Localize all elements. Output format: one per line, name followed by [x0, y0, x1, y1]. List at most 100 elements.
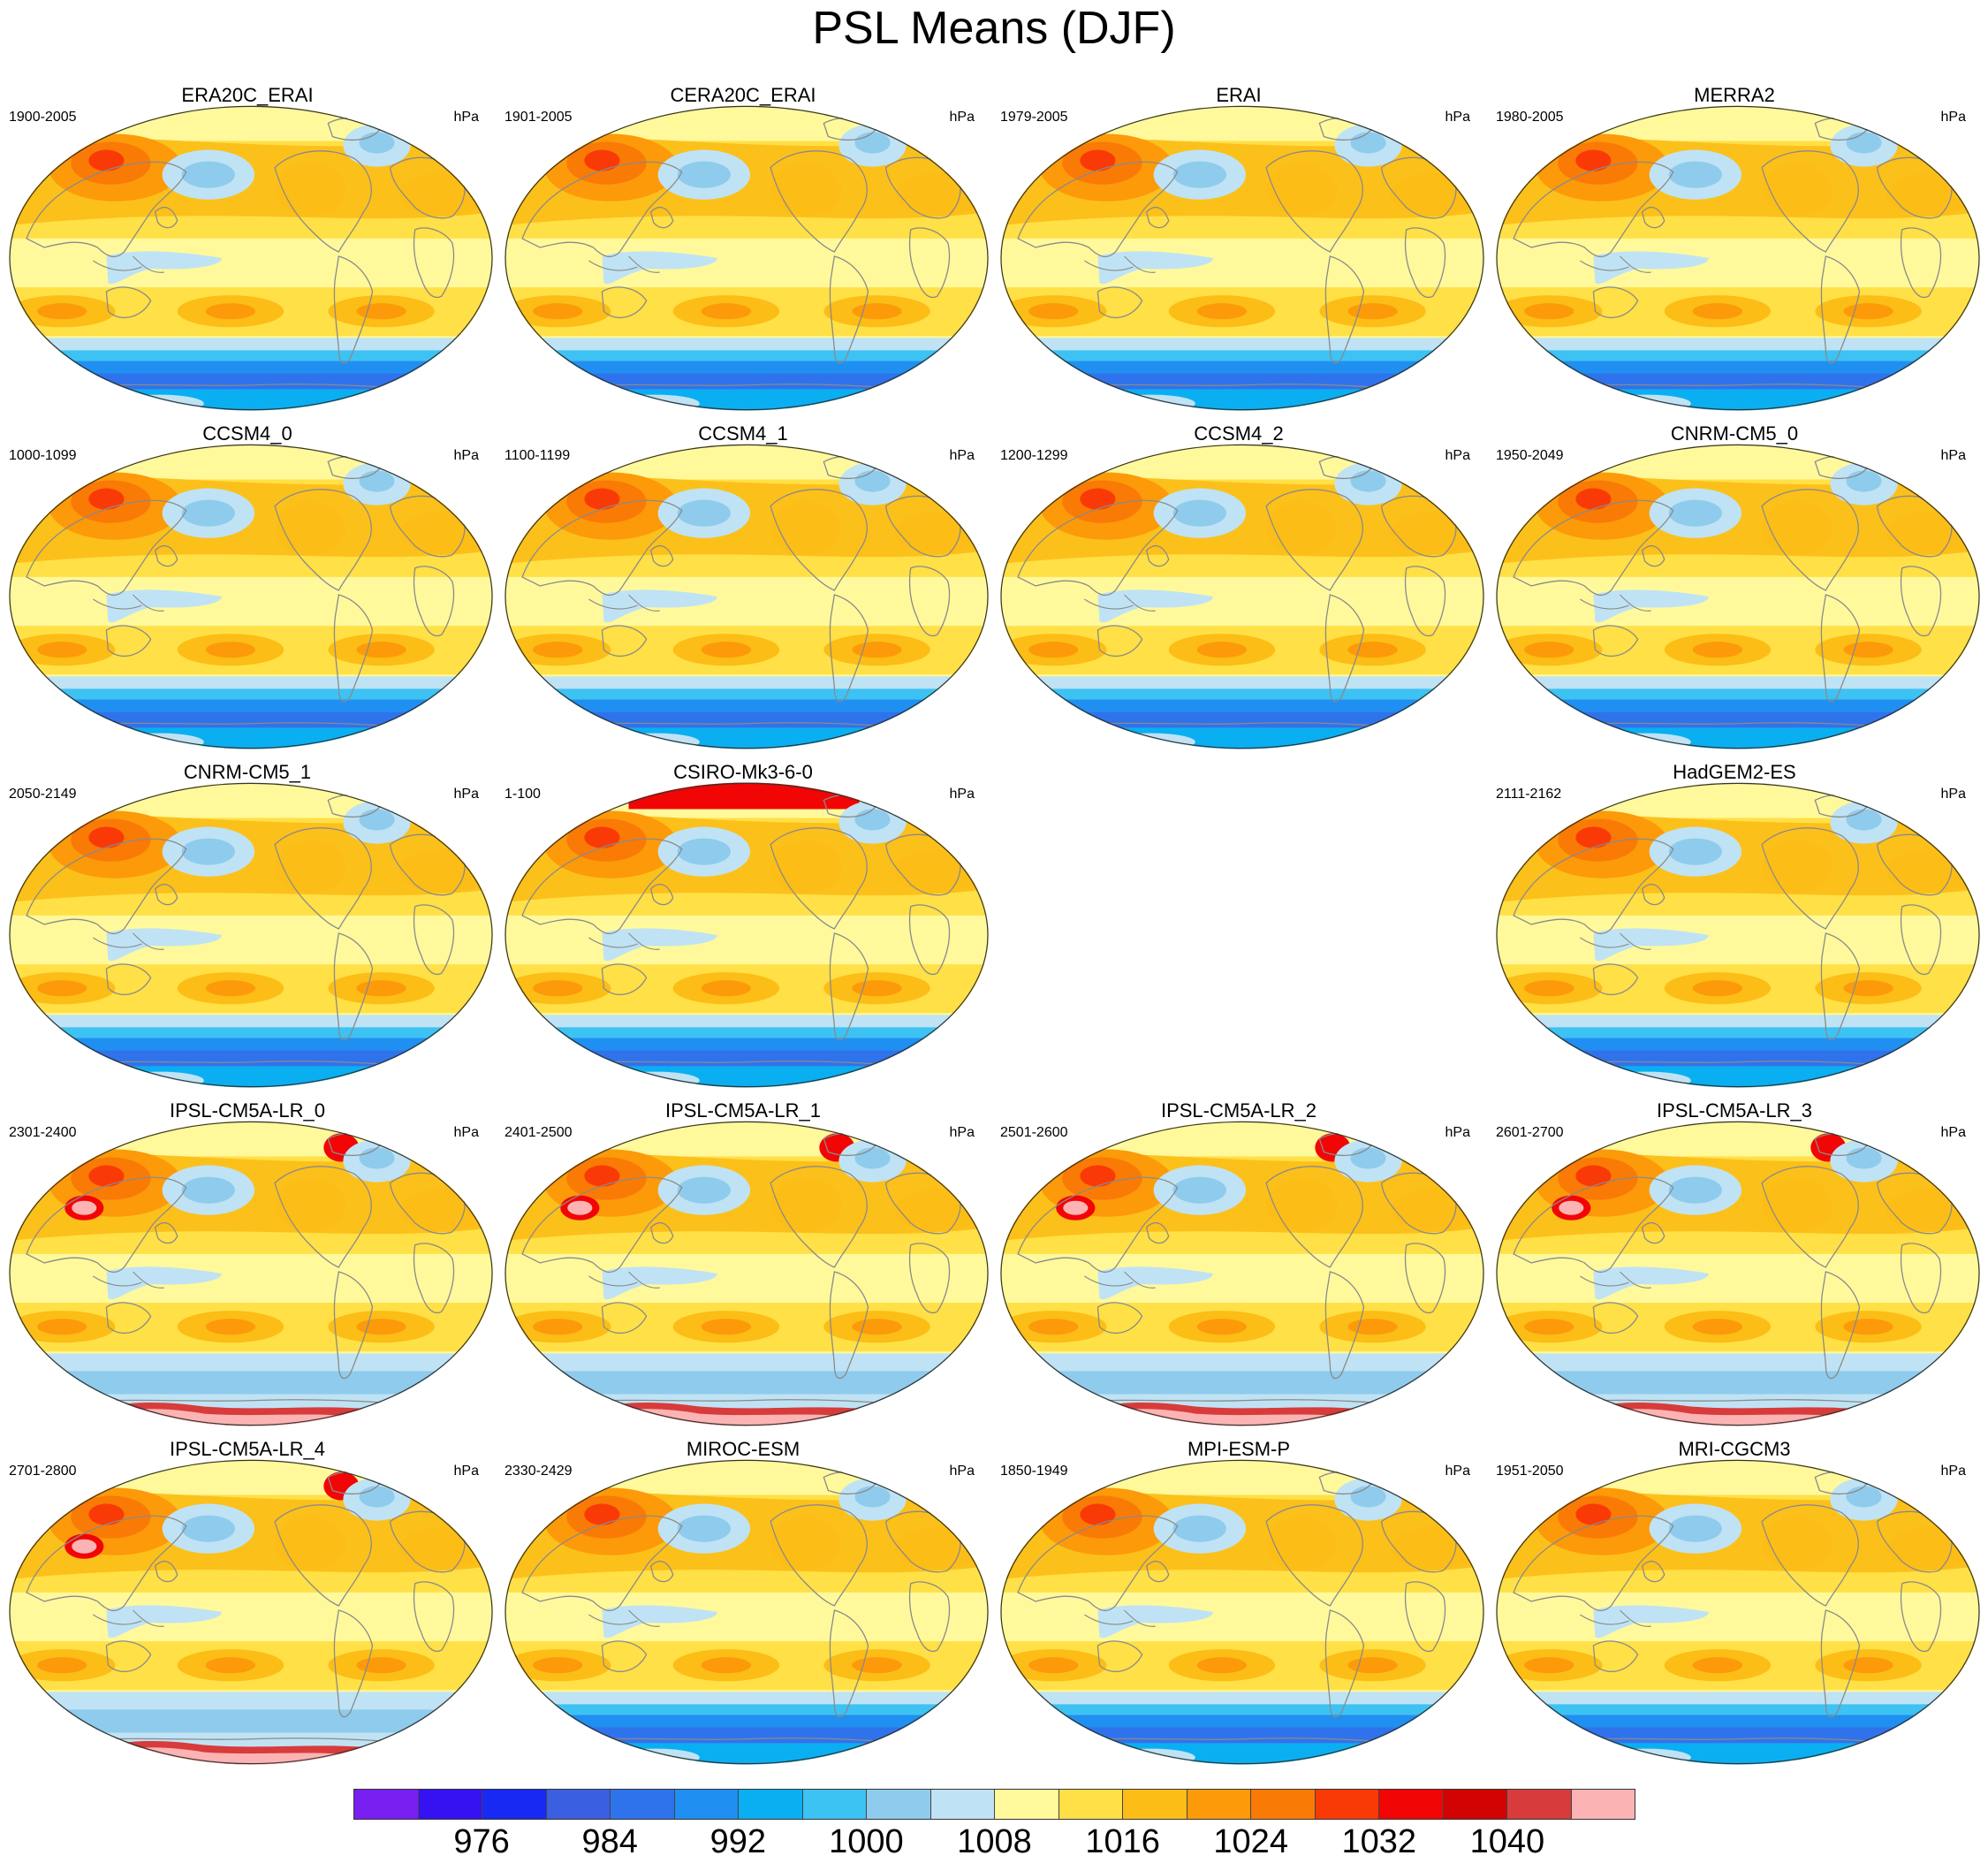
map-globe [1496, 105, 1980, 415]
panel-title: CCSM4_0 [202, 422, 292, 445]
map-panel-grid: ERA20C_ERAI 1900-2005 hPa CERA20C_ERAI 1901-… [0, 84, 1982, 1765]
panel-years: 1901-2005 [505, 110, 573, 125]
colorbar-tick-label: 1008 [957, 1823, 1032, 1860]
panel-title: CERA20C_ERAI [670, 84, 816, 106]
psl-map [9, 1459, 493, 1765]
panel-years: 2301-2400 [9, 1125, 77, 1140]
panel-years: 2111-2162 [1496, 787, 1562, 802]
map-panel: IPSL-CM5A-LR_4 2701-2800 hPa [0, 1438, 495, 1774]
map-panel: CNRM-CM5_1 2050-2149 hPa [0, 761, 495, 1097]
map-panel: CSIRO-Mk3-6-0 1-100 hPa [496, 761, 990, 1097]
map-globe [505, 105, 989, 415]
colorbar [353, 1789, 1635, 1820]
map-panel: MERRA2 1980-2005 hPa [1487, 84, 1982, 420]
panel-title: CCSM4_2 [1194, 422, 1284, 445]
psl-map [9, 1121, 493, 1426]
psl-map [1496, 1459, 1980, 1765]
panel-title: CNRM-CM5_0 [1670, 422, 1799, 445]
psl-map [505, 1459, 989, 1765]
panel-units: hPa [1940, 1125, 1966, 1140]
colorbar-swatch [1443, 1790, 1507, 1819]
colorbar-labels: 976 984 992 1000 1008 1016 1024 1032 1040 [353, 1822, 1635, 1861]
map-globe [1496, 782, 1980, 1092]
map-globe [9, 1459, 493, 1769]
map-panel: ERAI 1979-2005 hPa [991, 84, 1486, 420]
map-globe [505, 782, 989, 1092]
panel-units: hPa [949, 110, 975, 125]
panel-units: hPa [1940, 1464, 1966, 1479]
panel-units: hPa [1445, 1125, 1470, 1140]
colorbar-swatch [802, 1790, 867, 1819]
panel-units: hPa [949, 1125, 975, 1140]
panel-years: 1980-2005 [1496, 110, 1564, 125]
panel-units: hPa [453, 1125, 479, 1140]
colorbar-swatch [546, 1790, 611, 1819]
colorbar-tick-label: 1016 [1085, 1823, 1160, 1860]
map-panel: IPSL-CM5A-LR_3 2601-2700 hPa [1487, 1099, 1982, 1435]
psl-map [9, 782, 493, 1088]
map-panel: CCSM4_1 1100-1199 hPa [496, 422, 990, 758]
colorbar-tick-label: 1032 [1341, 1823, 1417, 1860]
panel-title: CNRM-CM5_1 [183, 761, 312, 783]
panel-units: hPa [453, 787, 479, 802]
psl-map [9, 444, 493, 749]
panel-units: hPa [1445, 110, 1470, 125]
colorbar-swatch [674, 1790, 739, 1819]
panel-years: 2050-2149 [9, 787, 77, 802]
map-globe [1000, 1459, 1484, 1769]
map-globe [1000, 105, 1484, 415]
panel-title: ERA20C_ERAI [181, 84, 314, 106]
colorbar-swatch [1571, 1790, 1635, 1819]
map-globe [9, 1121, 493, 1431]
panel-years: 1979-2005 [1000, 110, 1068, 125]
panel-years: 1950-2049 [1496, 448, 1564, 463]
panel-title: MRI-CGCM3 [1678, 1438, 1791, 1460]
panel-years: 1951-2050 [1496, 1464, 1564, 1479]
panel-years: 2701-2800 [9, 1464, 77, 1479]
map-panel: MRI-CGCM3 1951-2050 hPa [1487, 1438, 1982, 1774]
colorbar-swatch [1058, 1790, 1123, 1819]
psl-map [1496, 444, 1980, 749]
map-globe [9, 782, 493, 1092]
panel-years: 1900-2005 [9, 110, 77, 125]
colorbar-swatch [1187, 1790, 1251, 1819]
map-panel: CNRM-CM5_0 1950-2049 hPa [1487, 422, 1982, 758]
colorbar-tick-label: 984 [581, 1823, 638, 1860]
map-panel: MIROC-ESM 2330-2429 hPa [496, 1438, 990, 1774]
psl-map [1496, 105, 1980, 411]
panel-title: ERAI [1216, 84, 1262, 106]
panel-units: hPa [949, 787, 975, 802]
map-globe [1496, 1121, 1980, 1431]
map-globe [1000, 1121, 1484, 1431]
map-globe [9, 105, 493, 415]
colorbar-swatch [1507, 1790, 1572, 1819]
colorbar-swatch [867, 1790, 931, 1819]
panel-title: IPSL-CM5A-LR_3 [1656, 1099, 1813, 1122]
panel-years: 2601-2700 [1496, 1125, 1564, 1140]
panel-years: 1000-1099 [9, 448, 77, 463]
map-globe [1000, 444, 1484, 754]
psl-map [9, 105, 493, 411]
panel-units: hPa [1940, 787, 1966, 802]
colorbar-tick-label: 1040 [1469, 1823, 1545, 1860]
panel-title: IPSL-CM5A-LR_2 [1160, 1099, 1317, 1122]
panel-units: hPa [1445, 448, 1470, 463]
panel-years: 1-100 [505, 787, 541, 802]
psl-map [1000, 1459, 1484, 1765]
panel-years: 2501-2600 [1000, 1125, 1068, 1140]
map-panel: HadGEM2-ES 2111-2162 hPa [1487, 761, 1982, 1097]
panel-units: hPa [949, 1464, 975, 1479]
psl-map [1000, 105, 1484, 411]
map-panel: MPI-ESM-P 1850-1949 hPa [991, 1438, 1486, 1774]
psl-map [505, 1121, 989, 1426]
map-panel: IPSL-CM5A-LR_0 2301-2400 hPa [0, 1099, 495, 1435]
colorbar-swatch [1379, 1790, 1444, 1819]
psl-map [505, 782, 989, 1088]
panel-years: 1850-1949 [1000, 1464, 1068, 1479]
panel-title: CSIRO-Mk3-6-0 [673, 761, 813, 783]
colorbar-tick-label: 976 [453, 1823, 510, 1860]
colorbar-swatch [930, 1790, 995, 1819]
colorbar-tick-label: 992 [709, 1823, 766, 1860]
colorbar-swatch [418, 1790, 482, 1819]
panel-years: 1100-1199 [505, 448, 571, 463]
